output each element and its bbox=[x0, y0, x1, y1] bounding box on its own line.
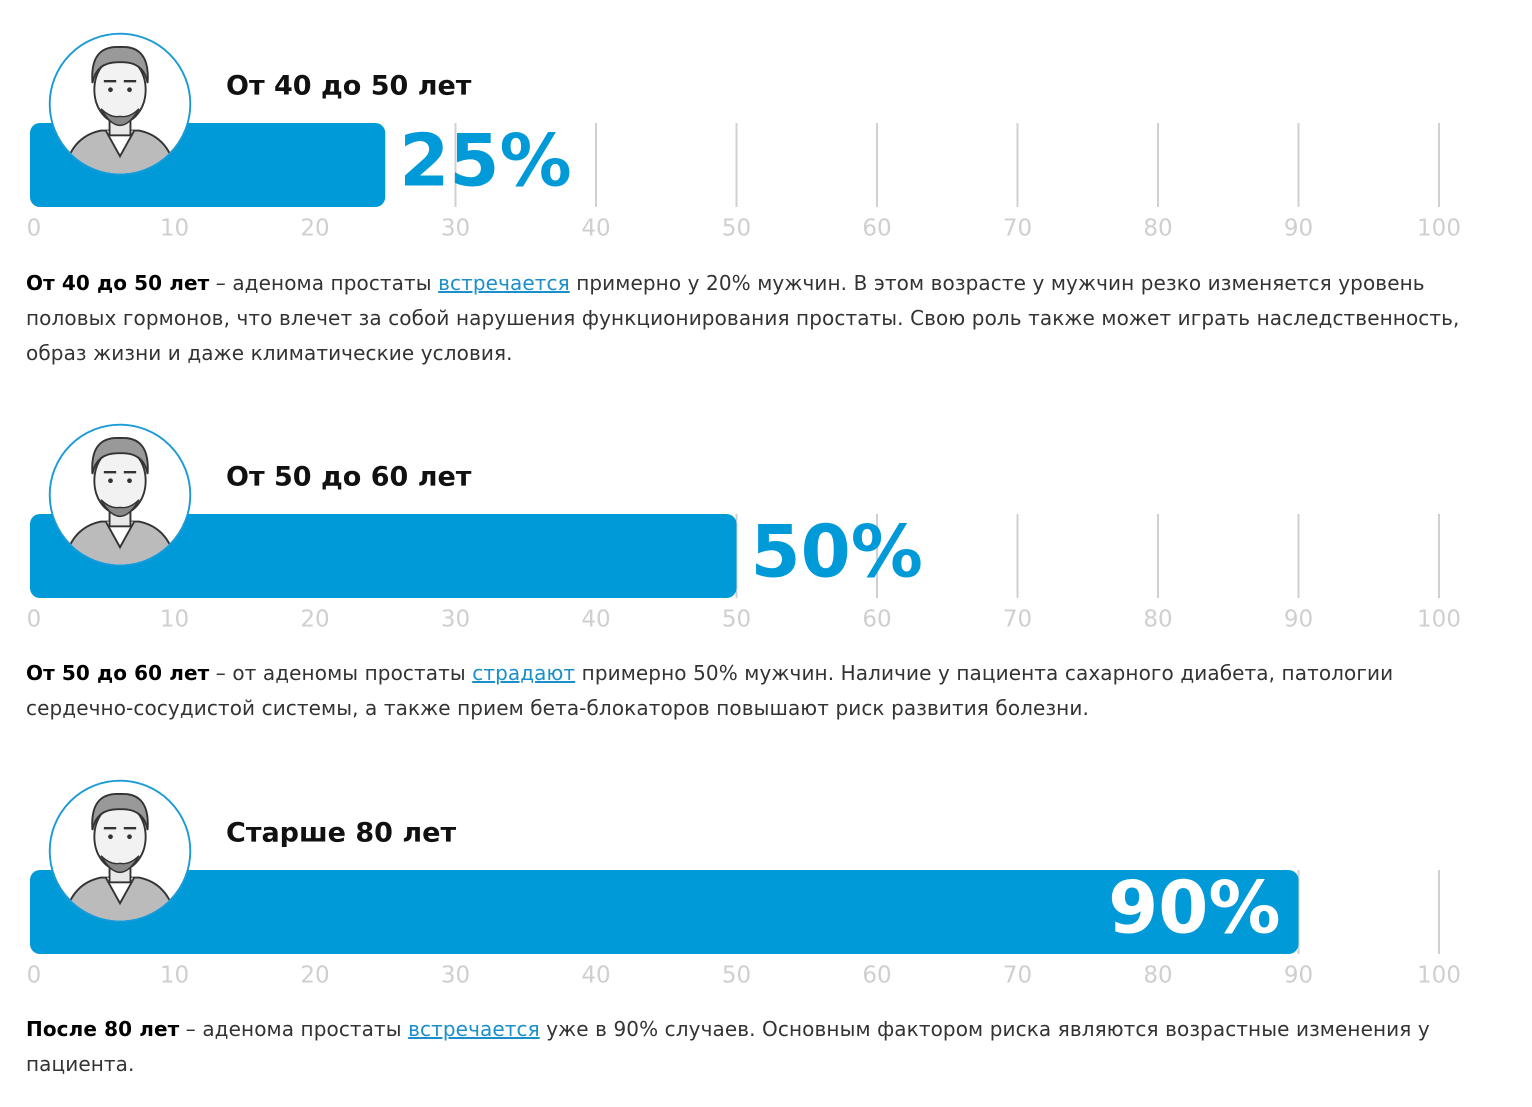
x-tick-label: 90 bbox=[1284, 607, 1313, 633]
x-tick-label: 80 bbox=[1143, 963, 1172, 989]
description-text: примерно у 20% мужчин. В этом возрасте у… bbox=[26, 271, 1460, 365]
description-link[interactable]: страдают bbox=[472, 661, 576, 685]
description-text: – аденома простаты bbox=[209, 271, 439, 295]
x-tick-label: 90 bbox=[1284, 216, 1313, 242]
description-text: – от аденомы простаты bbox=[209, 661, 473, 685]
x-tick-label: 50 bbox=[722, 963, 751, 989]
x-tick-label: 70 bbox=[1003, 216, 1032, 242]
value-label: 90% bbox=[1108, 866, 1280, 950]
x-tick-label: 50 bbox=[722, 607, 751, 633]
x-tick-label: 60 bbox=[862, 216, 891, 242]
x-tick-label: 0 bbox=[27, 607, 42, 633]
x-tick-label: 20 bbox=[300, 607, 329, 633]
x-tick-label: 30 bbox=[441, 216, 470, 242]
x-tick-label: 80 bbox=[1143, 607, 1172, 633]
x-tick-label: 10 bbox=[160, 607, 189, 633]
x-tick-label: 10 bbox=[160, 216, 189, 242]
x-tick-label: 30 bbox=[441, 963, 470, 989]
x-tick-label: 50 bbox=[722, 216, 751, 242]
x-tick-label: 90 bbox=[1284, 963, 1313, 989]
x-tick-label: 100 bbox=[1417, 607, 1461, 633]
description: После 80 лет – аденома простаты встречае… bbox=[26, 1012, 1506, 1082]
chart: 0 10 20 30 40 50 60 70 80 90 100 90% Старше 80 лет bbox=[27, 747, 1461, 989]
description-bold: После 80 лет bbox=[26, 1017, 180, 1041]
bar bbox=[30, 514, 737, 598]
chart: 0 10 20 30 40 50 60 70 80 90 100 50% От 50 до 60 лет bbox=[27, 391, 1461, 633]
x-tick-label: 80 bbox=[1143, 216, 1172, 242]
x-tick-label: 70 bbox=[1003, 607, 1032, 633]
chart-title: Старше 80 лет bbox=[226, 818, 456, 849]
x-tick-label: 100 bbox=[1417, 963, 1461, 989]
chart-title: От 50 до 60 лет bbox=[226, 462, 472, 493]
description-bold: От 40 до 50 лет bbox=[26, 271, 210, 295]
x-tick-label: 10 bbox=[160, 963, 189, 989]
description-text: примерно 50% мужчин. Наличие у пациента … bbox=[26, 661, 1394, 720]
x-tick-label: 100 bbox=[1417, 216, 1461, 242]
x-tick-label: 30 bbox=[441, 607, 470, 633]
x-tick-label: 0 bbox=[27, 216, 42, 242]
bar bbox=[30, 870, 1299, 954]
description-text: – аденома простаты bbox=[179, 1017, 409, 1041]
x-tick-label: 40 bbox=[581, 963, 610, 989]
description-link[interactable]: встречается bbox=[438, 271, 570, 295]
chart: 0 10 20 30 40 50 60 70 80 90 100 25% От 40 до 50 лет bbox=[27, 0, 1461, 242]
x-tick-label: 60 bbox=[862, 963, 891, 989]
description-link[interactable]: встречается bbox=[408, 1017, 540, 1041]
x-tick-label: 40 bbox=[581, 607, 610, 633]
value-label: 50% bbox=[751, 510, 923, 594]
description-bold: От 50 до 60 лет bbox=[26, 661, 210, 685]
description-text: уже в 90% случаев. Основным фактором рис… bbox=[26, 1017, 1430, 1076]
x-tick-label: 70 bbox=[1003, 963, 1032, 989]
description: От 50 до 60 лет – от аденомы простаты ст… bbox=[26, 656, 1506, 726]
x-tick-label: 20 bbox=[300, 963, 329, 989]
value-label: 25% bbox=[399, 119, 571, 203]
description: От 40 до 50 лет – аденома простаты встре… bbox=[26, 266, 1506, 371]
x-tick-label: 40 bbox=[581, 216, 610, 242]
x-tick-label: 0 bbox=[27, 963, 42, 989]
x-tick-label: 20 bbox=[300, 216, 329, 242]
x-tick-label: 60 bbox=[862, 607, 891, 633]
chart-title: От 40 до 50 лет bbox=[226, 71, 472, 102]
